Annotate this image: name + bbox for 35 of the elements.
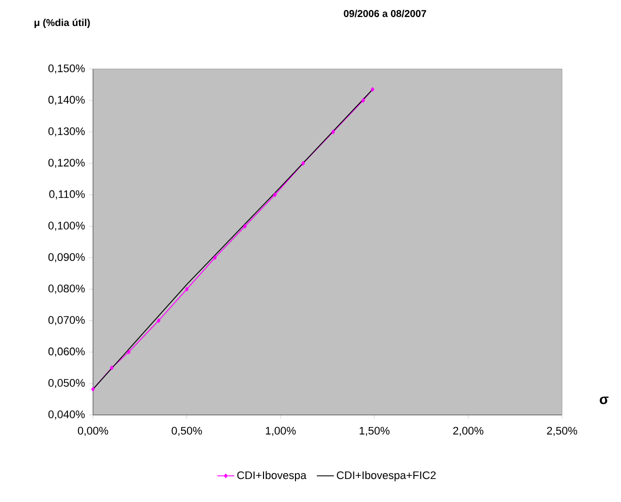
point xyxy=(301,161,305,166)
legend-label: CDI+Ibovespa xyxy=(237,471,306,482)
point xyxy=(243,224,247,228)
point xyxy=(110,366,114,370)
point xyxy=(156,318,160,323)
y-tick-label: 0,130% xyxy=(48,127,85,136)
x-tick-label: 2,00% xyxy=(453,426,484,436)
point xyxy=(361,98,365,103)
y-tick-label: 0,040% xyxy=(48,410,85,420)
x-tick-label: 0,50% xyxy=(172,426,202,436)
point xyxy=(370,87,374,92)
y-tick-label: 0,140% xyxy=(48,96,85,105)
y-tick-label: 0,060% xyxy=(48,348,85,357)
point xyxy=(213,255,217,260)
x-tick-label: 2,50% xyxy=(547,426,578,436)
chart-title: 09/2006 a 08/2007 xyxy=(344,10,426,18)
y-tick-label: 0,080% xyxy=(48,284,85,294)
x-tick-label: 1,00% xyxy=(266,426,296,436)
point xyxy=(273,192,277,198)
point xyxy=(91,386,95,392)
y-tick-label: 0,110% xyxy=(49,190,85,200)
y-tick-label: 0,100% xyxy=(48,222,85,231)
y-tick-label: 0,150% xyxy=(48,64,85,74)
legend-label: CDI+Ibovespa+FIC2 xyxy=(336,471,436,482)
point xyxy=(126,350,130,354)
y-tick-label: 0,050% xyxy=(48,379,85,388)
y-axis-title: μ (%dia útil) xyxy=(34,18,90,28)
point xyxy=(185,286,189,292)
y-tick-label: 0,070% xyxy=(48,316,85,326)
point xyxy=(331,130,335,134)
x-tick-label: 0,00% xyxy=(78,426,108,436)
x-tick-label: 1,50% xyxy=(360,426,390,436)
y-tick-label: 0,120% xyxy=(48,158,85,168)
y-tick-label: 0,090% xyxy=(48,253,85,262)
x-axis-title: σ xyxy=(600,396,608,404)
